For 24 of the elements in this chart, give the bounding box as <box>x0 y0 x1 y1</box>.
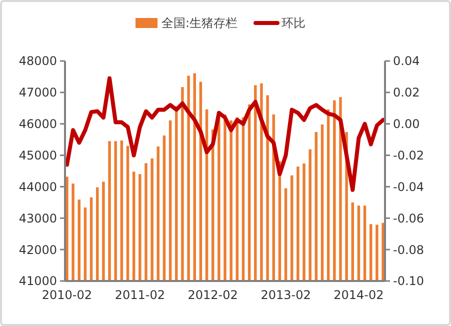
legend-label: 全国:生猪存栏 <box>162 16 238 30</box>
line-series <box>64 76 386 192</box>
y2-tick-label: -0.06 <box>393 211 424 226</box>
y-tick-label: 47000 <box>18 86 57 100</box>
y2-tick-label: -0.10 <box>393 274 424 288</box>
y2-tick-label: -0.08 <box>393 242 424 257</box>
y-tick-label: 45000 <box>18 148 57 162</box>
y-tick-label: 41000 <box>18 274 57 288</box>
y2-tick-label: 0.00 <box>393 117 420 132</box>
y2-tick-label: 0.02 <box>393 86 420 100</box>
x-tick-label: 2012-02 <box>188 288 238 302</box>
x-tick-label: 2011-02 <box>114 288 165 302</box>
y-tick-label: 44000 <box>18 180 57 194</box>
y-tick-label: 48000 <box>18 54 57 68</box>
x-tick-label: 2010-02 <box>42 288 92 302</box>
y-tick-label: 43000 <box>18 211 57 226</box>
x-tick-label: 2014-02 <box>334 288 384 302</box>
y2-tick-label: -0.04 <box>393 180 424 194</box>
y-tick-label: 42000 <box>18 242 57 257</box>
y2-tick-label: 0.04 <box>393 54 420 68</box>
legend-label: 环比 <box>282 16 306 30</box>
y-tick-label: 46000 <box>18 117 57 132</box>
x-tick-label: 2013-02 <box>260 288 311 302</box>
y2-tick-label: -0.02 <box>393 148 424 162</box>
